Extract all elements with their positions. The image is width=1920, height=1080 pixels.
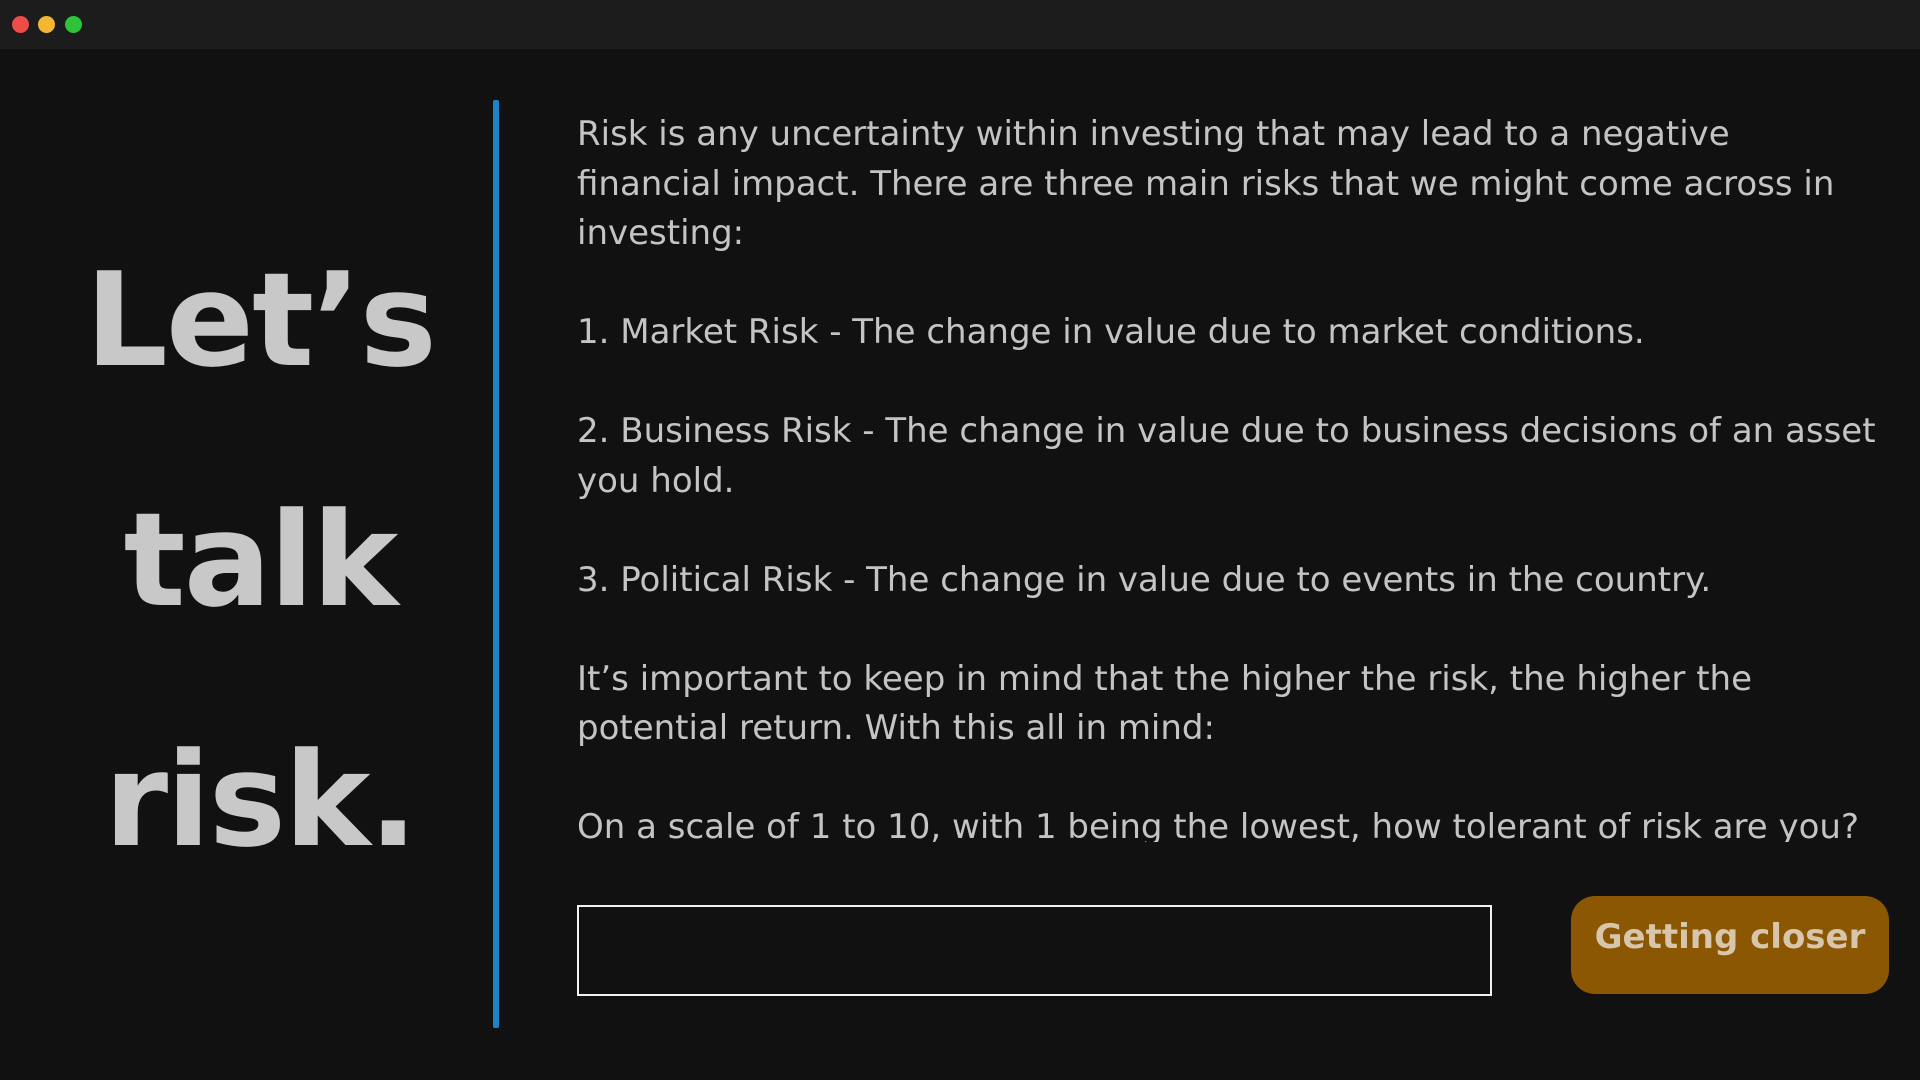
vertical-divider (493, 100, 499, 1028)
market-risk-item: 1. Market Risk - The change in value due… (577, 312, 1645, 352)
getting-closer-button[interactable]: Getting closer (1571, 896, 1889, 994)
close-window-button[interactable] (12, 16, 29, 33)
business-risk-item: 2. Business Risk - The change in value d… (577, 411, 1876, 501)
page-title-line-1: Let’s (85, 244, 437, 396)
intro-paragraph: Risk is any uncertainty within investing… (577, 114, 1835, 253)
minimize-window-button[interactable] (38, 16, 55, 33)
page-title-line-2: talk (123, 484, 399, 636)
return-note-paragraph: It’s important to keep in mind that the … (577, 658, 1752, 749)
political-risk-item: 3. Political Risk - The change in value … (577, 559, 1712, 600)
zoom-window-button[interactable] (65, 16, 82, 33)
risk-tolerance-question: On a scale of 1 to 10, with 1 being the … (577, 807, 1860, 842)
page-title-line-3: risk. (104, 724, 418, 876)
risk-tolerance-input[interactable] (577, 905, 1492, 996)
window-titlebar (0, 0, 1920, 49)
page-title: Let’s talk risk. (0, 200, 520, 920)
risk-explanation: Risk is any uncertainty within investing… (577, 110, 1877, 842)
